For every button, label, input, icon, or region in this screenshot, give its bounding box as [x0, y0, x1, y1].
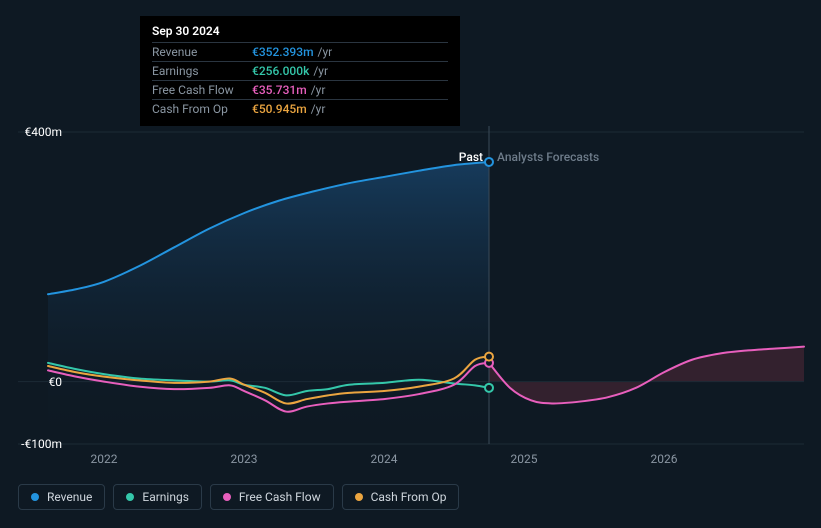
tooltip-metric-unit: /yr [318, 45, 333, 59]
series-revenue-marker [485, 158, 493, 166]
tooltip-row: Free Cash Flow€35.731m/yr [152, 80, 448, 99]
legend-item-earnings[interactable]: Earnings [113, 484, 202, 510]
tooltip-date: Sep 30 2024 [152, 24, 448, 38]
forecast-area-fill [489, 347, 804, 404]
tooltip-row: Cash From Op€50.945m/yr [152, 99, 448, 118]
legend-swatch [31, 493, 39, 501]
past-section-label: Past [459, 150, 483, 164]
legend: Revenue Earnings Free Cash Flow Cash From O… [18, 484, 459, 510]
tooltip-row: Revenue€352.393m/yr [152, 42, 448, 61]
tooltip-metric-unit: /yr [311, 102, 326, 116]
y-axis-label: €400m [25, 125, 69, 139]
legend-label: Cash From Op [371, 490, 447, 504]
y-axis-label: -€100m [21, 437, 68, 451]
legend-item-fcf[interactable]: Free Cash Flow [210, 484, 334, 510]
tooltip-metric-value: €35.731m [252, 83, 307, 97]
x-axis-label: 2023 [231, 452, 258, 466]
x-axis-label: 2024 [371, 452, 398, 466]
forecast-section-label: Analysts Forecasts [497, 150, 599, 164]
x-axis-label: 2025 [511, 452, 538, 466]
tooltip-metric-value: €352.393m [252, 45, 314, 59]
legend-swatch [126, 493, 134, 501]
legend-label: Revenue [47, 490, 92, 504]
tooltip-metric-unit: /yr [313, 64, 328, 78]
legend-swatch [355, 493, 363, 501]
legend-label: Free Cash Flow [239, 490, 321, 504]
legend-item-revenue[interactable]: Revenue [18, 484, 105, 510]
tooltip-metric-label: Free Cash Flow [152, 83, 252, 97]
legend-item-cfo[interactable]: Cash From Op [342, 484, 460, 510]
hover-tooltip: Sep 30 2024 Revenue€352.393m/yrEarnings€… [140, 16, 460, 126]
tooltip-row: Earnings€256.000k/yr [152, 61, 448, 80]
x-axis-label: 2022 [91, 452, 118, 466]
tooltip-metric-label: Cash From Op [152, 102, 252, 116]
series-cfo-marker [485, 353, 493, 361]
tooltip-metric-label: Revenue [152, 45, 252, 59]
legend-label: Earnings [142, 490, 189, 504]
y-axis-label: €0 [49, 375, 69, 389]
tooltip-metric-value: €50.945m [252, 102, 307, 116]
tooltip-metric-unit: /yr [311, 83, 326, 97]
tooltip-metric-value: €256.000k [252, 64, 309, 78]
x-axis-label: 2026 [651, 452, 678, 466]
tooltip-metric-label: Earnings [152, 64, 252, 78]
legend-swatch [223, 493, 231, 501]
series-earnings-marker [485, 384, 493, 392]
